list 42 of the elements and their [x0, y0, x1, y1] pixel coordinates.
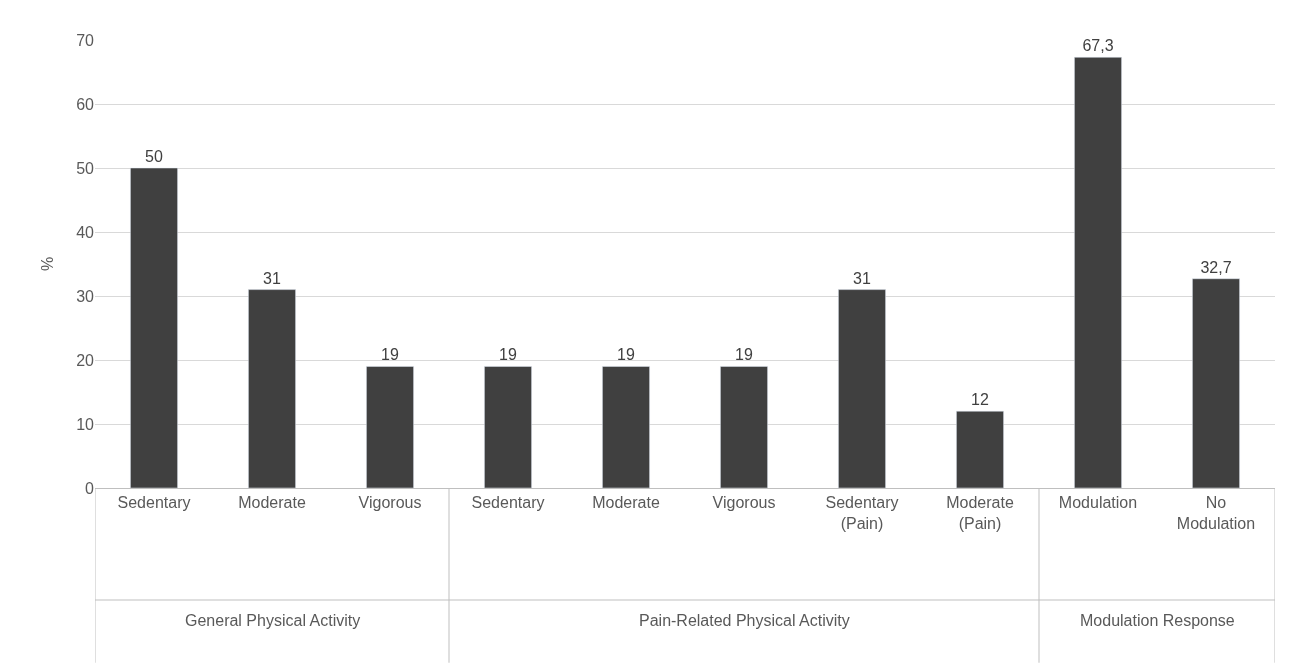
bar — [1074, 57, 1122, 488]
y-tick-label: 40 — [76, 223, 95, 241]
data-label: 67,3 — [1082, 37, 1114, 55]
y-axis-title: % — [39, 256, 57, 272]
x-tick-label: Sedentary — [471, 494, 545, 512]
bar — [838, 289, 886, 488]
x-tick-label: Sedentary — [117, 494, 191, 512]
bar — [602, 366, 650, 488]
x-tick-label: Moderate — [238, 494, 306, 512]
bar — [248, 289, 296, 488]
bar — [484, 366, 532, 488]
data-label: 32,7 — [1200, 258, 1232, 276]
data-label: 19 — [499, 346, 517, 364]
bar — [130, 167, 178, 488]
text: General Physical Activity — [185, 612, 361, 629]
bar — [1192, 278, 1240, 488]
data-label: 19 — [617, 346, 635, 364]
bar — [956, 410, 1004, 488]
x-tick-label: Sedentary (Pain) — [825, 494, 899, 532]
y-tick-label: 60 — [76, 95, 95, 113]
bar — [366, 366, 414, 488]
text: Modulation Response — [1080, 612, 1235, 629]
data-label: 31 — [853, 269, 871, 287]
x-tick-label: Moderate — [592, 494, 660, 512]
y-tick-label: 10 — [76, 415, 95, 433]
y-tick-label: 30 — [76, 287, 95, 305]
data-label: 31 — [263, 269, 281, 287]
y-tick-label: 70 — [76, 31, 95, 49]
y-tick-label: 0 — [85, 479, 95, 497]
x-tick-label: Vigorous — [712, 494, 776, 512]
x-tick-label: Moderate (Pain) — [946, 494, 1014, 532]
data-label: 12 — [971, 391, 989, 409]
data-label: 19 — [381, 346, 399, 364]
x-tick-label: Modulation — [1058, 494, 1138, 512]
bar — [720, 366, 768, 488]
y-tick-label: 50 — [76, 159, 95, 177]
text: Pain-Related Physical Activity — [639, 612, 850, 629]
y-tick-label: 20 — [76, 351, 95, 369]
data-label: 19 — [735, 346, 753, 364]
x-tick-label: Vigorous — [358, 494, 422, 512]
x-tick-label: No Modulation — [1176, 494, 1256, 532]
data-label: 50 — [145, 148, 163, 165]
